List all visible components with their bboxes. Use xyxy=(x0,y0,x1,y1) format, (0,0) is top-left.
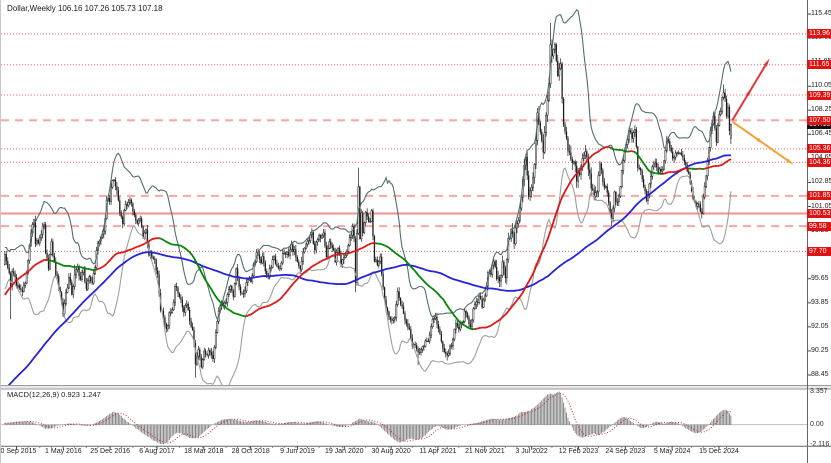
date-label: 6 Aug 2017 xyxy=(139,448,175,455)
macd-scale-bottom: -2.116 xyxy=(810,440,830,448)
price-level-label: 105.36 xyxy=(807,144,831,154)
price-tick-label: 110.05 xyxy=(811,82,831,90)
date-label: 25 Dec 2016 xyxy=(90,448,131,455)
date-label: 20 Sep 2015 xyxy=(0,448,37,455)
date-label: 19 Jan 2020 xyxy=(325,448,364,455)
price-level-label: 111.65 xyxy=(807,60,831,70)
date-label: 24 Sep 2023 xyxy=(605,448,646,455)
price-level-label: 101.85 xyxy=(807,191,831,201)
date-label: 5 May 2024 xyxy=(653,448,691,455)
price-tick-label: 93.85 xyxy=(811,298,829,306)
date-label: 15 Dec 2024 xyxy=(699,448,739,455)
price-tick-label: 102.85 xyxy=(811,178,831,186)
price-tick-label: 90.25 xyxy=(811,346,829,354)
price-tick-label: 106.45 xyxy=(811,130,831,138)
date-label: 21 Nov 2021 xyxy=(464,448,505,455)
price-tick-label: 92.05 xyxy=(811,322,829,330)
date-label: 3 Jul 2022 xyxy=(515,448,548,455)
date-label: 28 Oct 2018 xyxy=(231,448,270,455)
price-tick-label: 115.45 xyxy=(811,10,831,17)
price-tick-label: 95.65 xyxy=(811,274,829,282)
price-level-label: 97.70 xyxy=(807,246,831,256)
price-level-label: 107.50 xyxy=(807,115,831,125)
price-tick-label: 108.25 xyxy=(811,106,831,114)
price-level-label: 104.36 xyxy=(807,157,831,167)
chart-title: Dollar,Weekly 106.16 107.26 105.73 107.1… xyxy=(7,4,163,13)
date-label: 11 Apr 2021 xyxy=(419,448,457,455)
price-level-label: 109.39 xyxy=(807,90,831,100)
price-tick-label: 101.05 xyxy=(811,202,831,210)
macd-scale-zero: 0.00 xyxy=(810,420,824,428)
date-label: 30 Aug 2020 xyxy=(371,448,411,455)
price-level-label: 100.53 xyxy=(807,208,831,218)
macd-scale-top: 3.357 xyxy=(810,387,828,395)
date-label: 1 May 2016 xyxy=(45,448,82,455)
price-level-label: 113.96 xyxy=(807,29,831,39)
price-tick-label: 88.45 xyxy=(811,370,829,378)
date-label: 18 Mar 2018 xyxy=(184,448,224,455)
date-label: 12 Feb 2023 xyxy=(558,448,599,455)
date-label: 9 Jun 2019 xyxy=(280,448,315,455)
macd-indicator-label: MACD(12,26,9) 0.923 1.247 xyxy=(7,390,101,399)
price-level-label: 99.58 xyxy=(807,221,831,231)
